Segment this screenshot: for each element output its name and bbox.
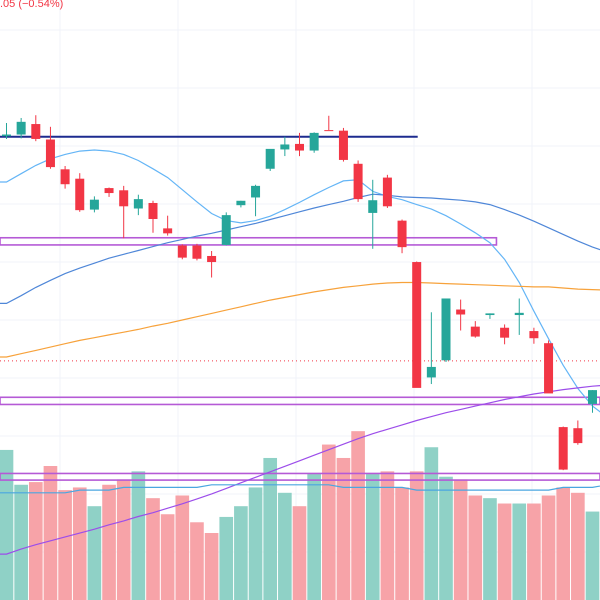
candle-up: [133, 199, 143, 209]
volume-bar: [527, 503, 541, 600]
volume-bar: [468, 495, 483, 600]
candle-down: [177, 245, 187, 258]
candle-down: [338, 130, 348, 160]
volume-bar: [116, 479, 131, 600]
candle-up: [426, 366, 436, 378]
candle-down: [192, 245, 202, 259]
volume-bar: [336, 457, 351, 600]
volume-bar: [131, 471, 146, 600]
volume-bar: [175, 495, 190, 600]
volume-bar: [28, 482, 43, 600]
candle-down: [500, 327, 510, 338]
volume-bar: [102, 484, 116, 600]
candle-down: [397, 220, 407, 248]
candle-up: [16, 121, 26, 135]
volume-bar: [424, 447, 439, 600]
volume-bar: [14, 484, 28, 600]
support-zone: [0, 396, 600, 406]
candle-up: [588, 390, 597, 404]
candle-up: [89, 199, 99, 210]
volume-bar: [453, 479, 468, 600]
candle-up: [485, 313, 495, 316]
volume-bar: [263, 457, 278, 600]
candle-up: [368, 200, 378, 213]
volume-bar: [160, 514, 175, 600]
volume-bar: [87, 506, 102, 600]
candle-up: [265, 148, 275, 169]
support-zone: [0, 236, 498, 246]
candle-up: [441, 298, 451, 361]
candle-down: [60, 169, 70, 185]
volume-bar: [248, 487, 263, 600]
volume-bar: [204, 533, 219, 600]
candle-up: [514, 312, 524, 316]
sma-slow-line: [0, 281, 600, 358]
volume-bar: [190, 522, 204, 600]
candle-down: [324, 130, 334, 132]
volume-bar: [541, 495, 556, 600]
volume-bar: [585, 511, 600, 600]
candle-down: [295, 143, 304, 151]
volume-bar: [72, 487, 87, 600]
candle-up: [2, 134, 11, 137]
volume-bar: [307, 474, 321, 600]
candle-up: [221, 215, 231, 245]
volume-ma-line: [0, 484, 600, 494]
sma-mid-line: [0, 193, 600, 304]
candle-down: [412, 262, 422, 388]
volume-bar: [292, 506, 307, 600]
candle-down: [456, 309, 466, 315]
support-zone: [0, 472, 600, 481]
candle-down: [382, 177, 392, 207]
volume-bar: [146, 498, 160, 600]
volume-bar: [234, 506, 248, 600]
volume-bar: [439, 476, 453, 600]
candle-down: [119, 190, 129, 207]
candle-down: [558, 427, 568, 470]
volume-bar: [483, 498, 497, 600]
volume-bar: [58, 490, 72, 600]
candle-down: [148, 202, 158, 219]
candle-down: [207, 255, 217, 263]
candle-down: [31, 124, 41, 139]
candle-up: [309, 132, 319, 151]
volume-bar: [0, 449, 14, 600]
candle-down: [163, 228, 173, 234]
candle-up: [280, 144, 290, 150]
volume-bar: [43, 466, 58, 600]
volume-bar: [219, 516, 234, 600]
volume-bar: [497, 503, 512, 600]
candle-up: [236, 200, 246, 206]
candle-down: [75, 178, 85, 211]
sma-fast-line: [0, 149, 600, 418]
candle-down: [573, 428, 583, 444]
candle-down: [45, 139, 55, 168]
volume-bar: [321, 444, 336, 600]
candle-down: [353, 163, 363, 200]
sma-long-line: [0, 384, 600, 555]
price-change-text: .05 (−0.54%): [0, 0, 64, 10]
candle-down: [544, 343, 554, 394]
volume-bar: [556, 487, 571, 600]
candle-up: [251, 185, 261, 198]
volume-bar: [409, 471, 424, 600]
volume-bar: [395, 487, 409, 600]
volume-bar: [380, 471, 395, 600]
volume-bar: [278, 492, 292, 600]
volume-bar: [351, 431, 365, 600]
volume-bar: [512, 503, 527, 600]
volume-bar: [365, 474, 380, 600]
candle-down: [470, 326, 480, 337]
candle-down: [529, 331, 539, 339]
volume-bar: [571, 492, 585, 600]
candle-down: [104, 188, 114, 194]
